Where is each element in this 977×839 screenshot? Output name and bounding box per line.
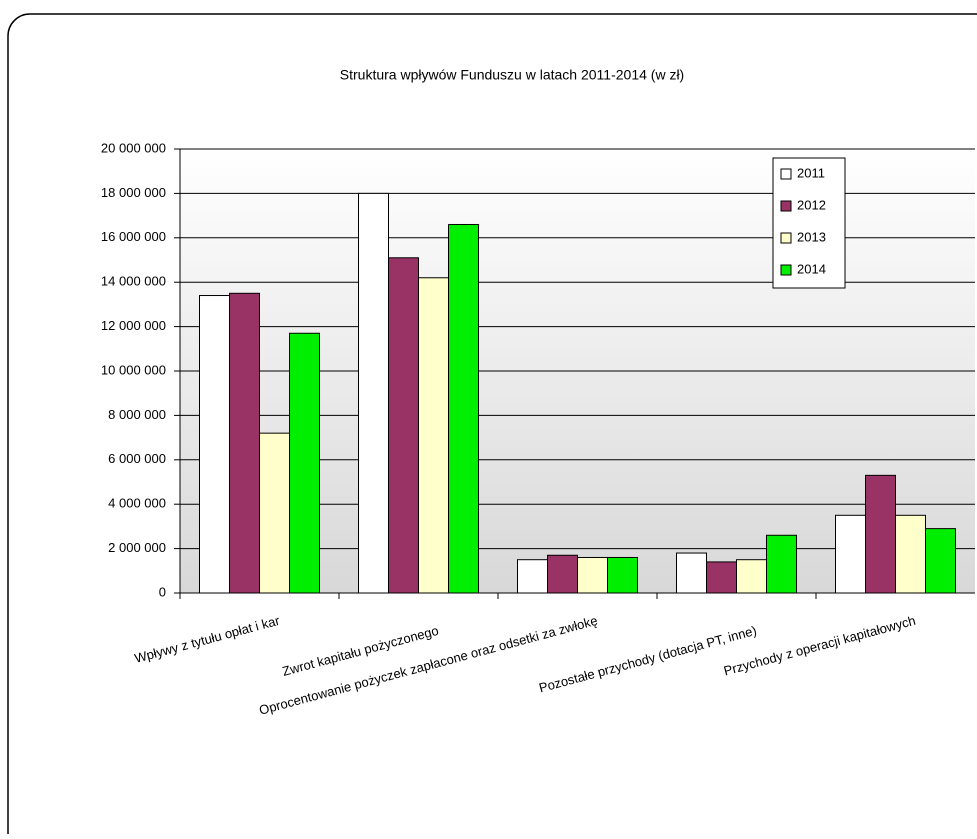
bar <box>577 556 608 594</box>
bar <box>706 561 737 594</box>
chart-title: Struktura wpływów Funduszu w latach 2011… <box>340 67 684 83</box>
y-tick-label: 2 000 000 <box>108 540 166 555</box>
legend-label: 2011 <box>797 165 825 180</box>
legend-swatch <box>780 264 792 276</box>
y-tick-label: 0 <box>159 584 166 599</box>
bar <box>547 554 578 594</box>
y-tick-label: 12 000 000 <box>101 318 166 333</box>
y-tick-label: 10 000 000 <box>101 362 166 377</box>
bar <box>517 559 548 594</box>
bar <box>358 192 389 594</box>
legend-label: 2013 <box>797 229 826 244</box>
legend-label: 2012 <box>797 197 826 212</box>
y-tick-label: 8 000 000 <box>108 407 166 422</box>
y-tick-label: 20 000 000 <box>101 140 166 155</box>
bar <box>895 514 926 594</box>
legend-swatch <box>780 168 792 180</box>
y-tick-label: 6 000 000 <box>108 451 166 466</box>
bar <box>388 257 419 594</box>
bar <box>925 528 956 594</box>
bar <box>835 514 866 594</box>
legend-label: 2014 <box>797 261 826 276</box>
bar <box>448 223 479 594</box>
bar <box>418 277 449 594</box>
bar <box>736 559 767 594</box>
legend-swatch <box>780 232 792 244</box>
y-tick-label: 14 000 000 <box>101 274 166 289</box>
bar <box>865 474 896 594</box>
bar <box>607 556 638 594</box>
y-tick-label: 4 000 000 <box>108 496 166 511</box>
y-tick-label: 18 000 000 <box>101 185 166 200</box>
bar <box>259 432 290 594</box>
bar <box>199 295 230 594</box>
bar <box>289 332 320 594</box>
legend-swatch <box>780 200 792 212</box>
bar <box>229 292 260 594</box>
y-tick-label: 16 000 000 <box>101 229 166 244</box>
bar <box>766 534 797 594</box>
bar <box>676 552 707 594</box>
